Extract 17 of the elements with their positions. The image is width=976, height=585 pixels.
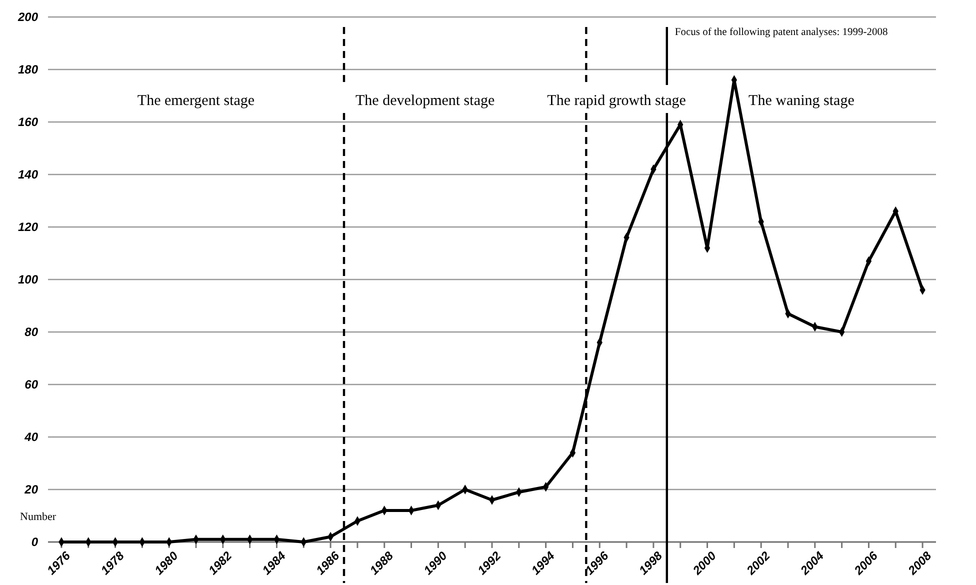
y-tick-label: 180 [18, 62, 38, 77]
y-tick-label: 60 [24, 378, 38, 392]
annotation: The waning stage [748, 93, 855, 109]
y-tick-label: 160 [18, 115, 38, 130]
annotation: The rapid growth stage [547, 93, 686, 109]
y-tick-label: 0 [31, 535, 38, 550]
y-tick-label: 100 [18, 272, 38, 287]
y-tick-label: 140 [18, 168, 38, 182]
y-tick-label: 80 [24, 325, 38, 340]
annotation: The emergent stage [137, 93, 255, 109]
y-tick-label: 120 [18, 220, 38, 234]
y-tick-label: 40 [24, 430, 38, 444]
y-tick-label: 200 [16, 10, 38, 24]
ref-line-label: Focus of the following patent analyses: 1999-2008 [674, 27, 888, 38]
y-axis-title: Number [20, 511, 56, 523]
y-tick-label: 20 [24, 482, 38, 497]
annotation: The development stage [356, 93, 495, 109]
